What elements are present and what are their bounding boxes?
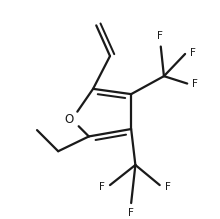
Text: F: F: [192, 79, 198, 88]
Text: F: F: [157, 31, 163, 41]
Text: F: F: [99, 182, 105, 192]
Text: F: F: [190, 48, 196, 58]
Text: O: O: [65, 113, 74, 125]
Text: F: F: [128, 208, 134, 218]
Text: F: F: [165, 182, 171, 192]
